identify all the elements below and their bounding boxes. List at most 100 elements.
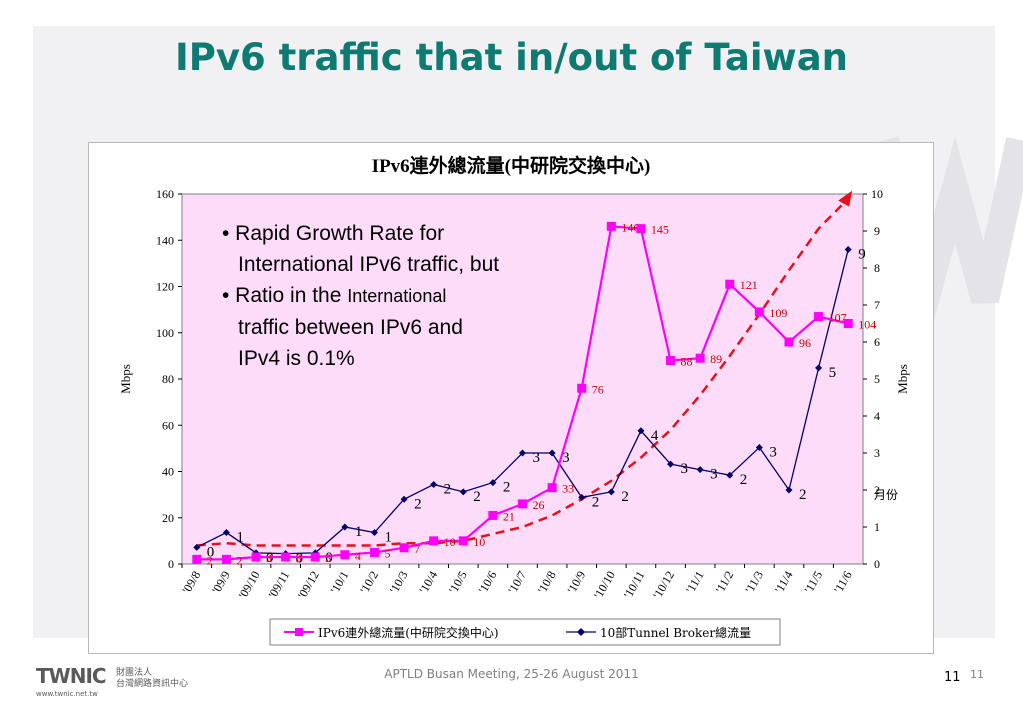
footer-text: APTLD Busan Meeting, 25-26 August 2011: [384, 667, 639, 681]
y-right-tick-label: 9: [874, 224, 880, 238]
x-tick-label: '10/8: [535, 569, 559, 596]
series-tunnel-point: [519, 449, 526, 457]
series-tunnel-label: 1: [355, 524, 363, 540]
bullet-2-line3: IPv4 is 0.1%: [238, 347, 355, 370]
x-tick-label: '10/7: [505, 569, 529, 596]
x-tick-label: '09/10: [236, 569, 263, 602]
series-tunnel-label: 3: [533, 450, 541, 466]
logo-org: 財團法人 台灣網路資訊中心: [116, 668, 188, 690]
series-tunnel-label: 3: [562, 450, 570, 466]
series-tunnel-point: [548, 449, 556, 457]
series-ipv6-point: [310, 552, 320, 562]
series-ipv6-label: 89: [710, 352, 722, 366]
y-right-tick-label: 8: [874, 261, 880, 275]
series-tunnel-label: 2: [473, 489, 481, 505]
series-ipv6-point: [458, 536, 468, 546]
x-tick-label: '10/3: [387, 569, 411, 596]
series-tunnel-label: 2: [799, 487, 807, 503]
series-tunnel-label: 2: [592, 494, 600, 510]
series-ipv6-label: 96: [799, 336, 811, 350]
bullet-2-line1b: International: [347, 286, 447, 306]
x-tick-label: '10/2: [357, 569, 381, 596]
x-tick-label: '10/1: [328, 569, 352, 596]
series-ipv6-point: [281, 552, 291, 562]
series-ipv6-label: 2: [236, 553, 242, 567]
series-tunnel-label: 2: [621, 489, 629, 505]
series-tunnel-label: 5: [829, 365, 837, 381]
series-ipv6-label: 121: [740, 278, 758, 292]
series-ipv6-point: [518, 499, 527, 509]
series-tunnel-label: 4: [651, 428, 659, 444]
right-annotation: 月份: [874, 488, 898, 502]
series-tunnel-label: 0: [207, 544, 215, 560]
series-ipv6-point: [399, 543, 409, 553]
series-ipv6-point: [606, 221, 616, 231]
series-ipv6-label: 3: [325, 551, 331, 565]
series-ipv6-point: [843, 319, 853, 328]
series-ipv6-label: 10: [444, 535, 456, 549]
y-left-tick-label: 120: [156, 280, 174, 294]
logo-org-line2: 台灣網路資訊中心: [116, 679, 189, 689]
series-ipv6-label: 146: [621, 220, 639, 234]
series-ipv6-point: [369, 547, 379, 557]
series-ipv6-point: [340, 550, 350, 560]
series-ipv6-point: [784, 337, 794, 347]
series-tunnel-label: 0: [296, 551, 304, 567]
series-tunnel-point: [785, 486, 793, 494]
bullet-1-line1: • Rapid Growth Rate for: [222, 222, 445, 245]
page-number-small: 11: [970, 668, 984, 681]
y-left-axis-label: Mbps: [118, 364, 133, 394]
x-tick-label: '11/4: [772, 569, 796, 596]
chart-title: IPv6連外總流量(中研院交換中心): [372, 154, 651, 177]
series-ipv6-label: 2: [207, 553, 213, 567]
series-ipv6-label: 33: [562, 482, 574, 496]
series-tunnel-label: 3: [769, 444, 777, 460]
x-tick-label: '11/1: [683, 569, 707, 596]
bullet-2-line2: traffic between IPv6 and: [238, 316, 463, 339]
x-tick-label: '10/10: [591, 569, 618, 602]
y-left-tick-label: 20: [162, 511, 174, 525]
y-right-tick-label: 6: [874, 335, 880, 349]
y-left-tick-label: 40: [162, 465, 174, 479]
series-tunnel-point: [815, 364, 823, 372]
trend-line: [196, 197, 850, 547]
legend-box: [269, 618, 781, 646]
y-left-tick-label: 160: [156, 187, 174, 201]
series-ipv6-point: [754, 307, 764, 317]
series-ipv6-point: [814, 312, 824, 322]
series-tunnel-label: 1: [384, 530, 392, 546]
y-right-tick-label: 7: [874, 298, 880, 312]
slide-title: IPv6 traffic that in/out of Taiwan: [174, 36, 849, 79]
series-tunnel-point: [341, 523, 349, 531]
logo-org-line1: 財團法人: [116, 668, 153, 678]
series-tunnel-label: 9: [858, 247, 866, 263]
series-ipv6-label: 10: [473, 535, 485, 549]
series-tunnel-point: [459, 488, 467, 496]
bullet-1-line2: International IPv6 traffic, but: [238, 253, 500, 276]
x-tick-label: '10/4: [416, 569, 440, 596]
x-tick-label: '11/2: [713, 569, 737, 596]
series-ipv6-label: 3: [266, 551, 272, 565]
series-ipv6-label: 3: [296, 551, 302, 565]
y-right-tick-label: 0: [874, 557, 880, 571]
series-ipv6-point: [429, 536, 439, 546]
series-tunnel-point: [193, 543, 201, 551]
y-left-tick-label: 80: [162, 372, 174, 386]
y-left-tick-label: 60: [162, 418, 174, 432]
series-tunnel-label: 2: [740, 472, 748, 488]
legend-tunnel-label: 10部Tunnel Broker總流量: [600, 625, 751, 640]
series-tunnel-label: 1: [236, 530, 244, 546]
series-ipv6-label: 109: [769, 306, 787, 320]
legend-tunnel-marker: [577, 628, 585, 636]
series-ipv6-point: [547, 483, 557, 493]
chart: IPv6連外總流量(中研院交換中心)0204060801001201401600…: [118, 154, 910, 646]
series-tunnel-point: [726, 471, 734, 479]
series-tunnel-point: [430, 480, 438, 488]
series-ipv6-point: [192, 554, 202, 564]
series-ipv6-label: 76: [592, 382, 604, 396]
series-ipv6-point: [666, 356, 676, 365]
series-tunnel-point: [578, 493, 586, 501]
x-tick-label: '10/12: [650, 569, 677, 602]
series-tunnel-point: [637, 427, 645, 435]
series-ipv6-label: 145: [651, 223, 669, 237]
